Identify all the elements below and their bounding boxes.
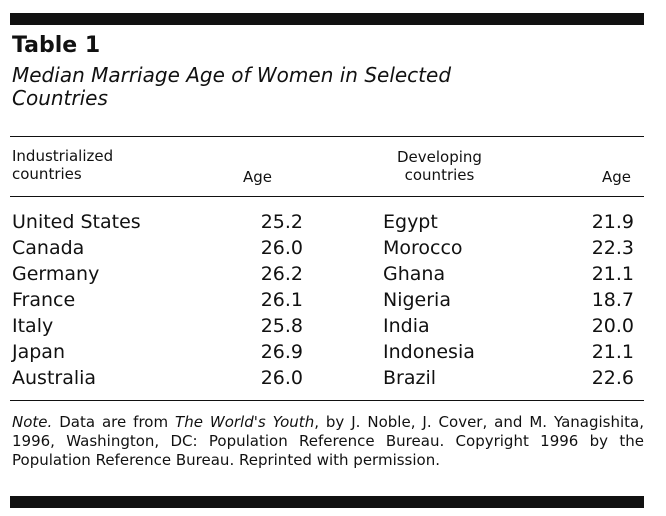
table-row: Germany 26.2 Ghana 21.1: [12, 261, 634, 287]
developing-age-cell: 18.7: [591, 289, 634, 311]
industrialized-age-cell: 25.2: [260, 211, 303, 233]
developing-age-cell: 22.3: [591, 237, 634, 259]
data-table: United States 25.2 Egypt 21.9 Canada 26.…: [12, 209, 634, 391]
column-header-developing-line2: countries: [404, 166, 475, 184]
column-header-developing: Developing countries: [397, 148, 482, 184]
table-subtitle: Median Marriage Age of Women in Selected…: [12, 63, 452, 110]
industrialized-country-cell: United States: [12, 211, 141, 233]
title-divider: [10, 136, 644, 137]
developing-country-cell: Ghana: [383, 263, 446, 285]
body-divider: [10, 400, 644, 401]
developing-age-cell: 21.1: [591, 341, 634, 363]
industrialized-age-cell: 26.0: [260, 367, 303, 389]
column-gap: [303, 287, 383, 313]
table-row: Australia 26.0 Brazil 22.6: [12, 365, 634, 391]
industrialized-age-cell: 26.1: [260, 289, 303, 311]
industrialized-country-cell: Italy: [12, 315, 54, 337]
note-text-2: , by J. Noble, J. Cover, and M. Yanagish…: [12, 413, 644, 469]
note-text-1: Data are from: [52, 413, 176, 431]
developing-age-cell: 21.9: [591, 211, 634, 233]
column-header-industrialized: Industrialized countries: [12, 147, 113, 183]
column-header-industrialized-line1: Industrialized: [12, 147, 114, 165]
industrialized-age-cell: 26.2: [260, 263, 303, 285]
column-gap: [303, 339, 383, 365]
developing-country-cell: Nigeria: [383, 289, 451, 311]
column-gap: [303, 209, 383, 235]
developing-country-cell: Morocco: [383, 237, 463, 259]
industrialized-country-cell: Germany: [12, 263, 100, 285]
table-row: Canada 26.0 Morocco 22.3: [12, 235, 634, 261]
table-row: France 26.1 Nigeria 18.7: [12, 287, 634, 313]
table-row: Italy 25.8 India 20.0: [12, 313, 634, 339]
developing-country-cell: India: [383, 315, 430, 337]
developing-country-cell: Brazil: [383, 367, 437, 389]
industrialized-age-cell: 26.0: [260, 237, 303, 259]
industrialized-country-cell: France: [12, 289, 76, 311]
column-header-developing-line1: Developing: [397, 148, 482, 166]
industrialized-age-cell: 26.9: [260, 341, 303, 363]
table-row: Japan 26.9 Indonesia 21.1: [12, 339, 634, 365]
table-note: Note. Data are from The World's Youth, b…: [12, 413, 644, 470]
industrialized-age-cell: 25.8: [260, 315, 303, 337]
column-header-industrialized-line2: countries: [12, 165, 82, 183]
bottom-rule: [10, 496, 644, 508]
column-gap: [303, 261, 383, 287]
developing-country-cell: Egypt: [383, 211, 438, 233]
top-rule: [10, 13, 644, 25]
developing-age-cell: 22.6: [591, 367, 634, 389]
developing-age-cell: 21.1: [591, 263, 634, 285]
column-header-age-left: Age: [243, 168, 273, 186]
industrialized-country-cell: Canada: [12, 237, 85, 259]
industrialized-country-cell: Japan: [12, 341, 65, 363]
table-title: Table 1: [12, 33, 101, 58]
column-gap: [303, 235, 383, 261]
note-source-title: The World's Youth: [175, 413, 315, 431]
column-gap: [303, 365, 383, 391]
column-gap: [303, 313, 383, 339]
header-divider: [10, 196, 644, 197]
developing-age-cell: 20.0: [591, 315, 634, 337]
table-row: United States 25.2 Egypt 21.9: [12, 209, 634, 235]
column-header-age-right: Age: [602, 168, 632, 186]
note-label: Note.: [12, 413, 53, 431]
industrialized-country-cell: Australia: [12, 367, 97, 389]
developing-country-cell: Indonesia: [383, 341, 475, 363]
